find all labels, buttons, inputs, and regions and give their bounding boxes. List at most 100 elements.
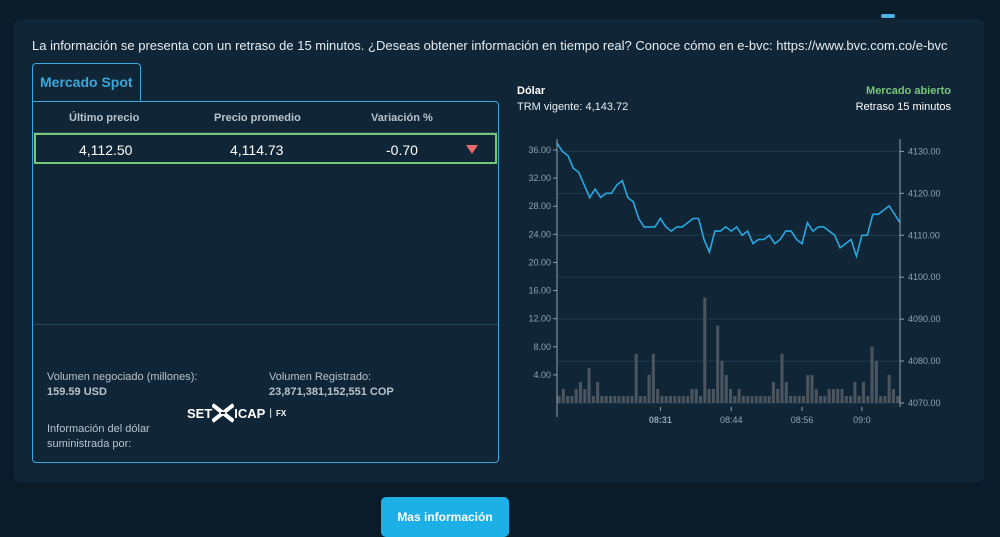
- price-tick-label: 4090.00: [908, 314, 941, 324]
- volume-bar: [643, 395, 647, 403]
- registered-label: Volumen Registrado:: [269, 371, 372, 383]
- avg-price-value: 4,114.73: [230, 142, 284, 158]
- divider: [33, 324, 498, 325]
- logo-text-fx: FX: [275, 408, 287, 418]
- volume-bar: [771, 381, 775, 403]
- volume-bar: [896, 395, 900, 403]
- volume-bar: [677, 395, 681, 403]
- x-tick-label: 08:31: [649, 415, 672, 425]
- delay-text: Retraso 15 minutos: [855, 101, 951, 113]
- last-price-value: 4,112.50: [79, 142, 133, 158]
- x-tick-label: 08:56: [791, 415, 814, 425]
- volume-bar: [561, 388, 565, 403]
- chart-grid: [557, 150, 900, 404]
- volume-bar: [819, 395, 823, 403]
- volume-bar: [849, 395, 853, 403]
- volume-tick-label: 32.00: [528, 173, 551, 183]
- volume-bar: [583, 388, 587, 403]
- volume-bar: [797, 395, 801, 403]
- volume-bar: [887, 374, 891, 403]
- volume-bar: [613, 395, 617, 403]
- chart-title: Dólar: [517, 85, 546, 97]
- table-row: 4,112.50 4,114.73 -0.70: [34, 133, 497, 164]
- volume-bar: [557, 395, 561, 403]
- provider-label: Información del dólar suministrada por:: [47, 423, 150, 450]
- volume-bar: [686, 395, 690, 403]
- registered-value: 23,871,381,152,551 COP: [269, 386, 394, 398]
- volume-bars: [557, 297, 900, 403]
- price-tick-label: 4110.00: [908, 230, 940, 240]
- x-tick-label: 08:44: [720, 415, 743, 425]
- volume-bar: [789, 395, 793, 403]
- volume-bar: [741, 395, 745, 403]
- volume-tick-label: 8.00: [533, 342, 551, 352]
- volume-bar: [729, 388, 733, 403]
- tab-mercado-spot[interactable]: Mercado Spot: [32, 63, 141, 101]
- volume-bar: [836, 388, 840, 403]
- volume-bar: [681, 395, 685, 403]
- volume-bar: [694, 388, 698, 403]
- chart-axes: 4070.00 4080.00 4090.00 4100.00 4110.00 4120.…: [528, 139, 941, 425]
- spot-market-box: Último precio Precio promedio Variación …: [32, 101, 509, 537]
- volume-bar: [690, 388, 694, 403]
- volume-bar: [763, 395, 767, 403]
- volume-bar: [883, 395, 887, 403]
- volume-bar: [664, 395, 668, 403]
- volume-bar: [866, 395, 870, 403]
- volume-bar: [600, 395, 604, 403]
- price-tick-label: 4120.00: [908, 188, 941, 198]
- volume-bar: [626, 395, 630, 403]
- col-change: Variación %: [371, 112, 433, 124]
- market-status: Mercado abierto: [866, 85, 951, 97]
- volume-bar: [596, 381, 600, 403]
- volume-bar: [870, 346, 874, 403]
- volume-bar: [703, 297, 707, 403]
- volume-bar: [879, 395, 883, 403]
- volume-tick-label: 24.00: [528, 229, 551, 239]
- volume-bar: [660, 395, 664, 403]
- volume-bar: [737, 388, 741, 403]
- volume-bar: [673, 395, 677, 403]
- col-last-price: Último precio: [69, 112, 140, 124]
- volume-bar: [651, 353, 655, 403]
- volume-bar: [638, 395, 643, 403]
- volume-bar: [724, 374, 728, 403]
- volume-bar: [857, 395, 861, 403]
- more-info-button[interactable]: Mas información: [381, 497, 509, 537]
- volume-bar: [853, 381, 857, 403]
- trm-value: TRM vigente: 4,143.72: [517, 101, 629, 113]
- volume-tick-label: 12.00: [528, 314, 551, 324]
- volume-tick-label: 20.00: [528, 257, 551, 267]
- volume-bar: [810, 374, 814, 403]
- price-series-line: [556, 142, 901, 260]
- volume-bar: [823, 395, 827, 403]
- volume-bar: [891, 388, 896, 403]
- volume-bar: [647, 374, 651, 403]
- volume-bar: [578, 381, 583, 403]
- volume-tick-label: 36.00: [528, 145, 551, 155]
- volume-bar: [759, 395, 763, 403]
- volume-bar: [840, 388, 844, 403]
- volume-bar: [604, 395, 608, 403]
- volume-bar: [746, 395, 750, 403]
- volume-bar: [656, 388, 660, 403]
- volume-bar: [776, 388, 780, 403]
- volume-tick-label: 4.00: [533, 370, 551, 380]
- volume-bar: [874, 360, 878, 403]
- volume-bar: [814, 388, 818, 403]
- volume-tick-label: 16.00: [528, 286, 551, 296]
- volume-bar: [767, 395, 771, 403]
- price-tick-label: 4070.00: [908, 398, 941, 408]
- volume-bar: [780, 353, 784, 403]
- volume-value: 159.59 USD: [47, 386, 107, 398]
- down-arrow-icon: [466, 145, 478, 154]
- volume-bar: [801, 395, 805, 403]
- volume-bar: [784, 381, 788, 403]
- volume-bar: [806, 374, 810, 403]
- volume-bar: [733, 395, 737, 403]
- price-volume-chart: 4070.00 4080.00 4090.00 4100.00 4110.00 4120.…: [528, 139, 941, 425]
- volume-bar: [570, 395, 574, 403]
- volume-bar: [591, 395, 595, 403]
- logo-cross-icon: [212, 403, 235, 423]
- price-tick-label: 4130.00: [908, 146, 941, 156]
